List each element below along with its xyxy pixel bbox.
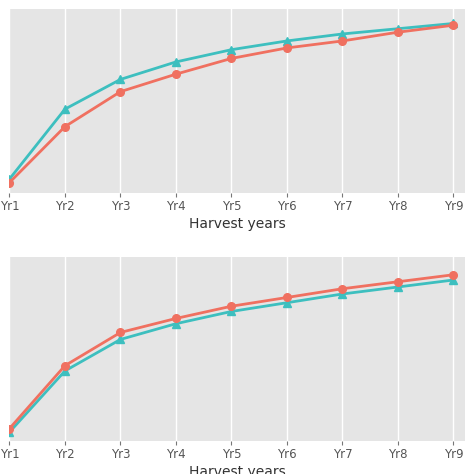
X-axis label: Harvest years: Harvest years <box>189 465 285 474</box>
X-axis label: Harvest years: Harvest years <box>189 217 285 231</box>
